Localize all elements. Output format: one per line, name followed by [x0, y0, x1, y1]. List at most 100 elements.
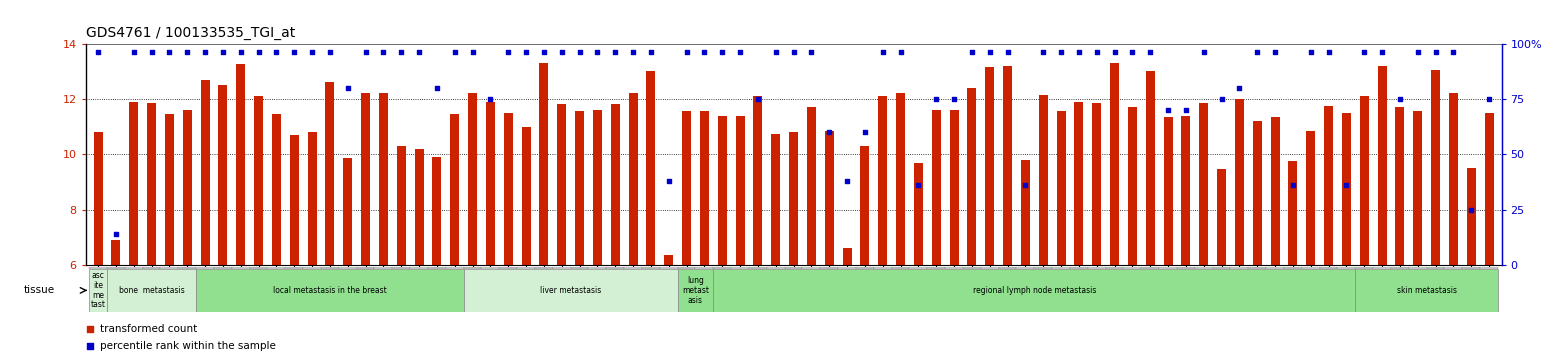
- Text: local metastasis in the breast: local metastasis in the breast: [272, 286, 387, 295]
- Point: [764, 49, 789, 55]
- Bar: [93, 132, 103, 265]
- Bar: [1088, 267, 1106, 269]
- Bar: [1484, 113, 1494, 265]
- Bar: [196, 267, 215, 269]
- Point: [906, 182, 930, 188]
- Bar: [1248, 267, 1267, 269]
- Bar: [196, 269, 464, 312]
- Bar: [321, 267, 339, 269]
- Bar: [285, 267, 303, 269]
- Point: [1388, 96, 1413, 102]
- Point: [728, 49, 753, 55]
- Bar: [215, 267, 232, 269]
- Point: [1085, 49, 1109, 55]
- Point: [1030, 49, 1055, 55]
- Bar: [1195, 267, 1212, 269]
- Bar: [1016, 267, 1035, 269]
- Bar: [1427, 267, 1444, 269]
- Bar: [748, 267, 767, 269]
- Point: [710, 49, 734, 55]
- Point: [353, 49, 378, 55]
- Point: [1120, 49, 1145, 55]
- Point: [657, 178, 682, 184]
- Point: [585, 49, 610, 55]
- Bar: [1360, 96, 1369, 265]
- Point: [996, 49, 1021, 55]
- Bar: [1432, 70, 1439, 265]
- Point: [549, 49, 574, 55]
- Bar: [160, 267, 179, 269]
- Point: [1369, 49, 1394, 55]
- Point: [1173, 107, 1198, 113]
- Point: [692, 49, 717, 55]
- Point: [1298, 49, 1323, 55]
- Point: [496, 49, 521, 55]
- Bar: [339, 267, 356, 269]
- Point: [229, 49, 254, 55]
- Bar: [576, 111, 584, 265]
- Point: [1209, 96, 1234, 102]
- Bar: [1372, 267, 1391, 269]
- Bar: [1092, 103, 1102, 265]
- Point: [977, 49, 1002, 55]
- Point: [1424, 49, 1449, 55]
- Point: [1049, 49, 1074, 55]
- Text: percentile rank within the sample: percentile rank within the sample: [100, 341, 275, 351]
- Point: [138, 49, 163, 55]
- Bar: [789, 132, 798, 265]
- Text: regional lymph node metastasis: regional lymph node metastasis: [972, 286, 1095, 295]
- Bar: [1302, 267, 1319, 269]
- Bar: [646, 71, 655, 265]
- Point: [1352, 49, 1377, 55]
- Bar: [232, 267, 249, 269]
- Point: [349, 57, 373, 63]
- Bar: [588, 267, 607, 269]
- Bar: [143, 267, 160, 269]
- Bar: [1449, 93, 1458, 265]
- Bar: [428, 267, 447, 269]
- Bar: [808, 107, 815, 265]
- Bar: [963, 267, 980, 269]
- Bar: [107, 267, 124, 269]
- Point: [193, 49, 218, 55]
- Bar: [356, 267, 375, 269]
- Bar: [696, 267, 713, 269]
- Bar: [624, 267, 643, 269]
- Point: [335, 85, 359, 91]
- Point: [425, 85, 450, 91]
- Point: [621, 49, 646, 55]
- Bar: [485, 102, 495, 265]
- Bar: [481, 267, 499, 269]
- Bar: [1181, 115, 1190, 265]
- Bar: [179, 267, 196, 269]
- Bar: [1319, 267, 1338, 269]
- Point: [461, 49, 485, 55]
- Bar: [1075, 102, 1083, 265]
- Bar: [464, 267, 481, 269]
- Point: [210, 49, 235, 55]
- Bar: [182, 110, 191, 265]
- Bar: [1408, 267, 1427, 269]
- Point: [638, 49, 663, 55]
- Text: transformed count: transformed count: [100, 324, 196, 334]
- Bar: [344, 158, 352, 265]
- Bar: [325, 82, 335, 265]
- Bar: [380, 93, 387, 265]
- Point: [317, 49, 342, 55]
- Bar: [660, 267, 678, 269]
- Bar: [1355, 267, 1372, 269]
- Bar: [856, 267, 874, 269]
- Bar: [968, 88, 976, 265]
- Bar: [308, 132, 316, 265]
- Bar: [713, 267, 731, 269]
- Bar: [504, 113, 512, 265]
- Bar: [1463, 267, 1480, 269]
- Bar: [1396, 107, 1405, 265]
- Bar: [820, 267, 839, 269]
- Point: [1228, 85, 1253, 91]
- Bar: [201, 79, 210, 265]
- Bar: [303, 267, 321, 269]
- Text: bone  metastasis: bone metastasis: [118, 286, 185, 295]
- Bar: [499, 267, 517, 269]
- Bar: [1271, 117, 1279, 265]
